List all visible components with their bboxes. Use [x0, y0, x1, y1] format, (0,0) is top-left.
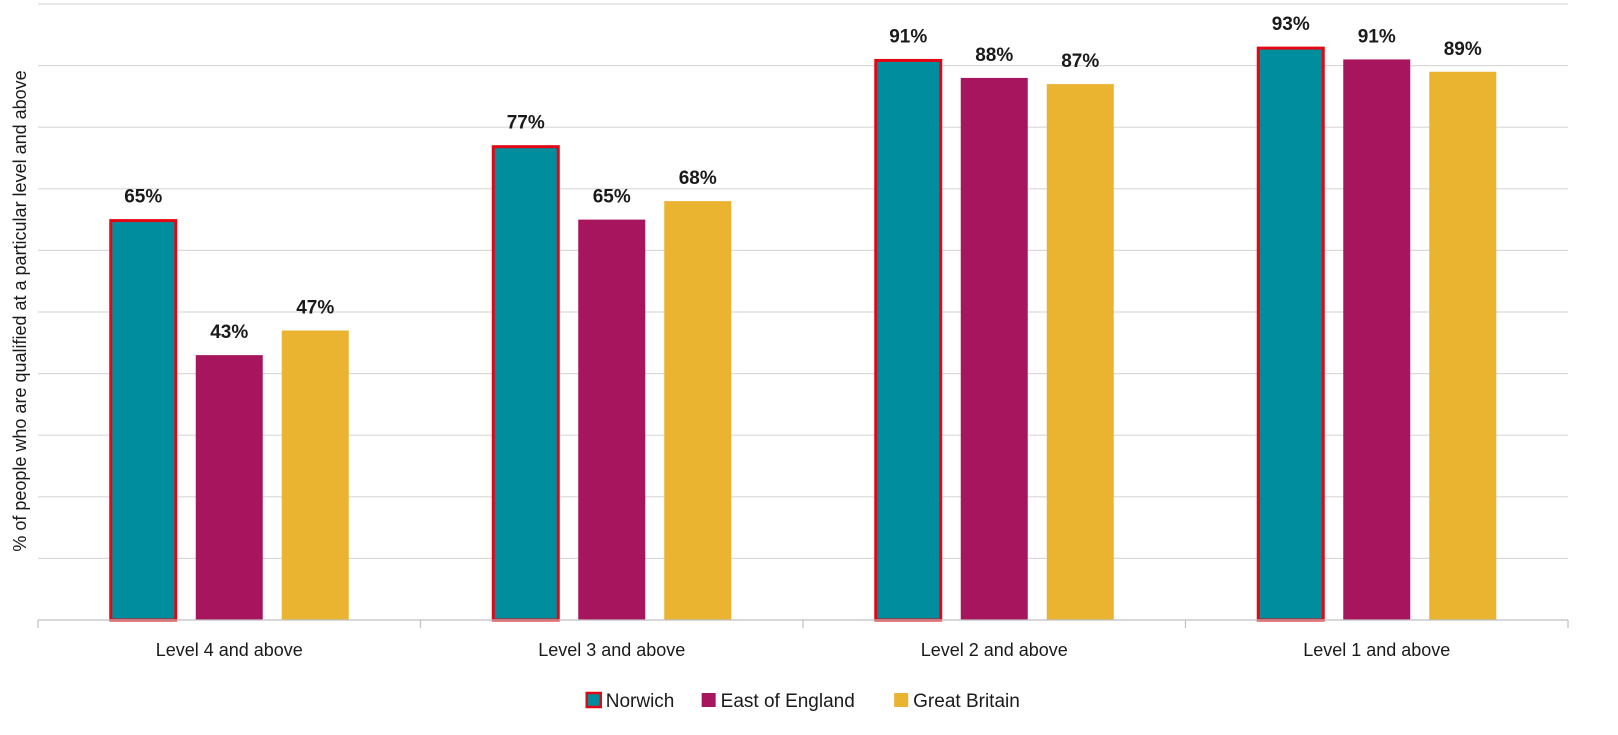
data-label: 68% [679, 168, 717, 189]
bar-east-of-england[interactable] [195, 355, 263, 620]
bar-east-of-england[interactable] [1343, 59, 1411, 620]
legend-item-east-of-england[interactable]: East of England [701, 691, 855, 712]
bar-norwich[interactable] [491, 145, 560, 622]
legend-swatch [585, 691, 602, 709]
legend-label: East of England [721, 691, 855, 712]
legend-swatch [701, 693, 716, 707]
data-label: 43% [210, 322, 248, 343]
x-tick-label: Level 2 and above [921, 640, 1068, 660]
data-label: 89% [1444, 39, 1482, 60]
x-axis: Level 4 and above Level 3 and above Level … [37, 619, 1569, 660]
x-tick-label: Level 4 and above [156, 640, 303, 660]
legend-label: Great Britain [913, 691, 1020, 712]
data-label: 91% [889, 26, 927, 47]
data-label: 91% [1358, 26, 1396, 47]
y-axis-title: % of people who are qualified at a parti… [10, 70, 30, 551]
legend-item-norwich[interactable]: Norwich [585, 691, 675, 712]
data-label: 47% [296, 297, 334, 318]
legend[interactable]: Norwich East of England Great Britain [585, 691, 1020, 712]
data-label: 88% [975, 45, 1013, 66]
bar-great-britain[interactable] [664, 201, 732, 620]
bar-norwich[interactable] [109, 219, 178, 622]
bar-norwich[interactable] [1256, 46, 1325, 622]
bar-great-britain[interactable] [1046, 84, 1114, 620]
legend-label: Norwich [606, 691, 675, 712]
data-label: 65% [593, 187, 631, 208]
bar-east-of-england[interactable] [960, 77, 1028, 621]
data-labels: 65% 43% 47% 77% 65% 68% 91% 88% 87% 93% 91% 89% [124, 14, 1482, 343]
x-tick-label: Level 1 and above [1303, 640, 1450, 660]
bars [109, 46, 1497, 622]
data-label: 77% [507, 113, 545, 134]
data-label: 93% [1272, 14, 1310, 35]
bar-east-of-england[interactable] [578, 219, 646, 620]
x-tick-label: Level 3 and above [538, 640, 685, 660]
bar-great-britain[interactable] [1429, 71, 1497, 620]
data-label: 87% [1061, 51, 1099, 72]
data-label: 65% [124, 187, 162, 208]
bar-great-britain[interactable] [281, 330, 349, 620]
legend-item-great-britain[interactable]: Great Britain [894, 691, 1020, 712]
legend-swatch [894, 693, 909, 707]
bar-norwich[interactable] [874, 58, 943, 622]
gridlines [38, 3, 1568, 560]
